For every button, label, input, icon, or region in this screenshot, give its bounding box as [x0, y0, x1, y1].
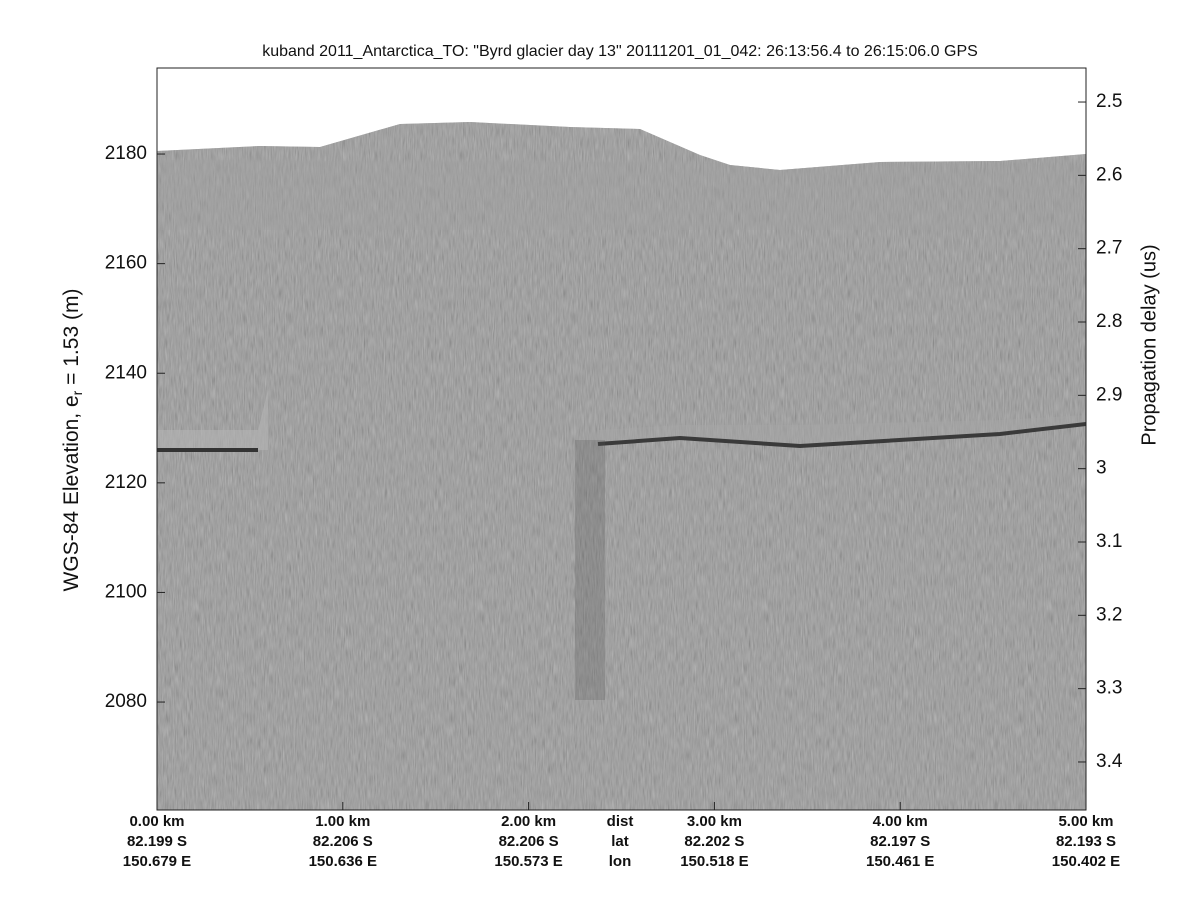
y-axis-label: WGS-84 Elevation, er = 1.53 (m) [60, 289, 85, 592]
y-tick-label: 2080 [105, 691, 147, 712]
chart-title: kuband 2011_Antarctica_TO: "Byrd glacier… [262, 43, 978, 60]
y-tick-label: 2160 [105, 253, 147, 274]
y2-tick-label: 3.1 [1096, 531, 1122, 552]
y2-tick-label: 2.7 [1096, 238, 1122, 259]
x-tick-label: 5.00 km [1058, 813, 1113, 830]
y-label-sub: r [69, 390, 85, 395]
lon-label: 150.518 E [680, 853, 748, 870]
x-tick-label: 4.00 km [873, 813, 928, 830]
lon-label: 150.461 E [866, 853, 934, 870]
lat-label: 82.202 S [684, 833, 744, 850]
y2-tick-label: 3.2 [1096, 604, 1122, 625]
y2-tick-label: 3 [1096, 458, 1107, 479]
lon-label: 150.636 E [309, 853, 377, 870]
row-name: dist [607, 813, 634, 830]
lon-label: 150.402 E [1052, 853, 1120, 870]
y-label-part: WGS-84 Elevation, e [60, 395, 83, 591]
y2-tick-label: 2.9 [1096, 384, 1122, 405]
row-name: lat [611, 833, 629, 850]
lon-label: 150.679 E [123, 853, 191, 870]
lat-label: 82.199 S [127, 833, 187, 850]
x-tick-label: 1.00 km [315, 813, 370, 830]
y-tick-label: 2120 [105, 472, 147, 493]
y2-tick-label: 2.6 [1096, 164, 1122, 185]
lat-label: 82.197 S [870, 833, 930, 850]
y-tick-label: 2140 [105, 362, 147, 383]
y2-tick-label: 3.4 [1096, 751, 1123, 772]
lat-label: 82.206 S [313, 833, 373, 850]
lat-label: 82.193 S [1056, 833, 1116, 850]
y-label-part: = 1.53 (m) [60, 289, 83, 391]
x-tick-label: 0.00 km [129, 813, 184, 830]
row-name: lon [609, 853, 632, 870]
y-tick-label: 2180 [105, 143, 147, 164]
x-tick-label: 3.00 km [687, 813, 742, 830]
lat-label: 82.206 S [499, 833, 559, 850]
lon-label: 150.573 E [494, 853, 562, 870]
y2-tick-label: 3.3 [1096, 678, 1122, 699]
echogram-image [157, 122, 1086, 810]
y-tick-label: 2100 [105, 581, 147, 602]
y2-tick-label: 2.5 [1096, 91, 1122, 112]
x-tick-label: 2.00 km [501, 813, 556, 830]
y2-axis-label: Propagation delay (us) [1138, 244, 1160, 445]
y2-tick-label: 2.8 [1096, 311, 1122, 332]
plot-frame [156, 67, 1087, 811]
